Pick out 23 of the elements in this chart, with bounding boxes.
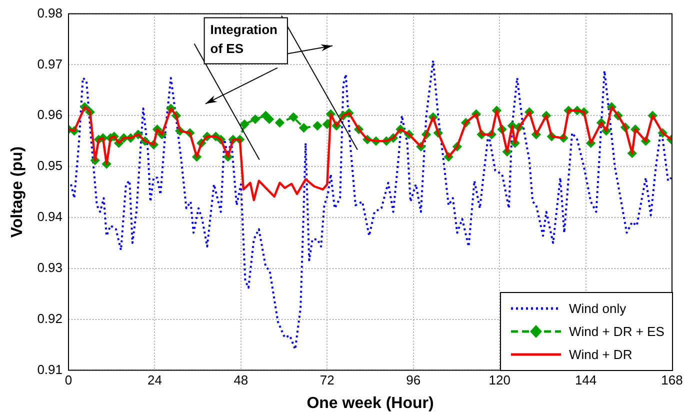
legend-label: Wind + DR [569, 347, 632, 362]
y-tick-label: 0.96 [37, 107, 62, 122]
x-tick-label: 144 [574, 372, 597, 388]
x-tick-label: 48 [234, 372, 248, 388]
y-tick-label: 0.95 [37, 158, 62, 174]
legend-label: Wind only [569, 301, 626, 316]
x-tick-label: 72 [320, 372, 334, 388]
x-axis-title: One week (Hour) [306, 394, 434, 412]
y-tick-label: 0.98 [37, 5, 62, 20]
y-tick-label: 0.92 [37, 310, 62, 326]
legend-label: Wind + DR + ES [569, 324, 664, 340]
x-tick-label: 96 [406, 372, 421, 388]
y-tick-label: 0.91 [37, 362, 62, 377]
y-tick-label: 0.97 [37, 56, 62, 72]
x-tick-label: 24 [147, 372, 162, 388]
x-tick-label: 120 [488, 372, 510, 388]
x-tick-label: 0 [64, 372, 72, 388]
y-axis-title: Voltage (pu) [9, 146, 26, 238]
x-tick-label: 168 [661, 372, 683, 388]
y-tick-label: 0.94 [37, 209, 62, 224]
annotation: Integration of ES [210, 22, 278, 56]
line-series [70, 60, 672, 350]
y-tick-label: 0.93 [37, 260, 62, 275]
